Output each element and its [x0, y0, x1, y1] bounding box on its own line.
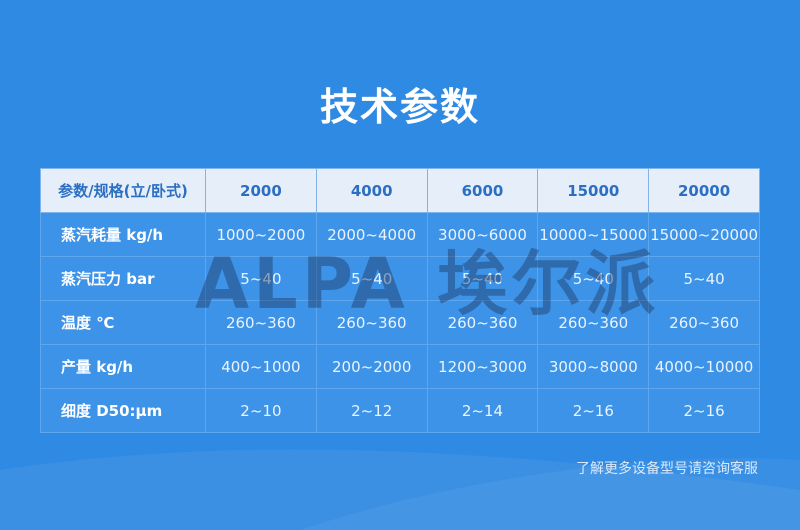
table-header-row: 参数/规格(立/卧式) 2000 4000 6000 15000 20000 — [40, 168, 760, 213]
table-row: 蒸汽耗量 kg/h 1000~2000 2000~4000 3000~6000 1000… — [40, 212, 760, 257]
row-label: 蒸汽压力 bar — [40, 256, 206, 301]
table-cell: 200~2000 — [315, 344, 428, 389]
row-label: 细度 D50:μm — [40, 388, 206, 433]
table-cell: 5~40 — [205, 256, 317, 301]
header-cell: 15000 — [537, 168, 650, 213]
table-cell: 260~360 — [426, 300, 539, 345]
table-cell: 5~40 — [537, 256, 650, 301]
row-label: 温度 ℃ — [40, 300, 206, 345]
table-cell: 260~360 — [205, 300, 317, 345]
table-cell: 2000~4000 — [315, 212, 428, 257]
table-cell: 2~14 — [426, 388, 539, 433]
spec-table: 参数/规格(立/卧式) 2000 4000 6000 15000 20000 蒸… — [40, 168, 760, 433]
table-cell: 10000~15000 — [537, 212, 650, 257]
background-wave — [300, 458, 800, 530]
table-cell: 5~40 — [648, 256, 760, 301]
table-cell: 2~16 — [648, 388, 760, 433]
table-cell: 260~360 — [648, 300, 760, 345]
table-cell: 5~40 — [426, 256, 539, 301]
table-row: 蒸汽压力 bar 5~40 5~40 5~40 5~40 5~40 — [40, 256, 760, 301]
table-cell: 5~40 — [315, 256, 428, 301]
table-row: 温度 ℃ 260~360 260~360 260~360 260~360 260~360 — [40, 300, 760, 345]
header-cell: 6000 — [426, 168, 539, 213]
page-title: 技术参数 — [319, 85, 480, 129]
table-cell: 1200~3000 — [426, 344, 539, 389]
header-cell: 4000 — [315, 168, 428, 213]
row-label: 蒸汽耗量 kg/h — [40, 212, 206, 257]
table-cell: 1000~2000 — [205, 212, 317, 257]
table-cell: 2~16 — [537, 388, 650, 433]
row-label: 产量 kg/h — [40, 344, 206, 389]
table-cell: 2~10 — [205, 388, 317, 433]
table-cell: 3000~6000 — [426, 212, 539, 257]
table-cell: 260~360 — [537, 300, 650, 345]
contact-note: 了解更多设备型号请咨询客服 — [576, 461, 758, 477]
table-row: 细度 D50:μm 2~10 2~12 2~14 2~16 2~16 — [40, 388, 760, 433]
header-cell: 20000 — [648, 168, 760, 213]
table-cell: 400~1000 — [205, 344, 317, 389]
table-cell: 4000~10000 — [648, 344, 760, 389]
background-waves — [0, 449, 800, 530]
header-cell: 参数/规格(立/卧式) — [40, 168, 206, 213]
table-cell: 3000~8000 — [537, 344, 650, 389]
table-row: 产量 kg/h 400~1000 200~2000 1200~3000 3000~800… — [40, 344, 760, 389]
background-wave — [0, 449, 800, 530]
table-cell: 260~360 — [315, 300, 428, 345]
header-cell: 2000 — [205, 168, 317, 213]
table-cell: 15000~20000 — [648, 212, 760, 257]
table-cell: 2~12 — [315, 388, 428, 433]
